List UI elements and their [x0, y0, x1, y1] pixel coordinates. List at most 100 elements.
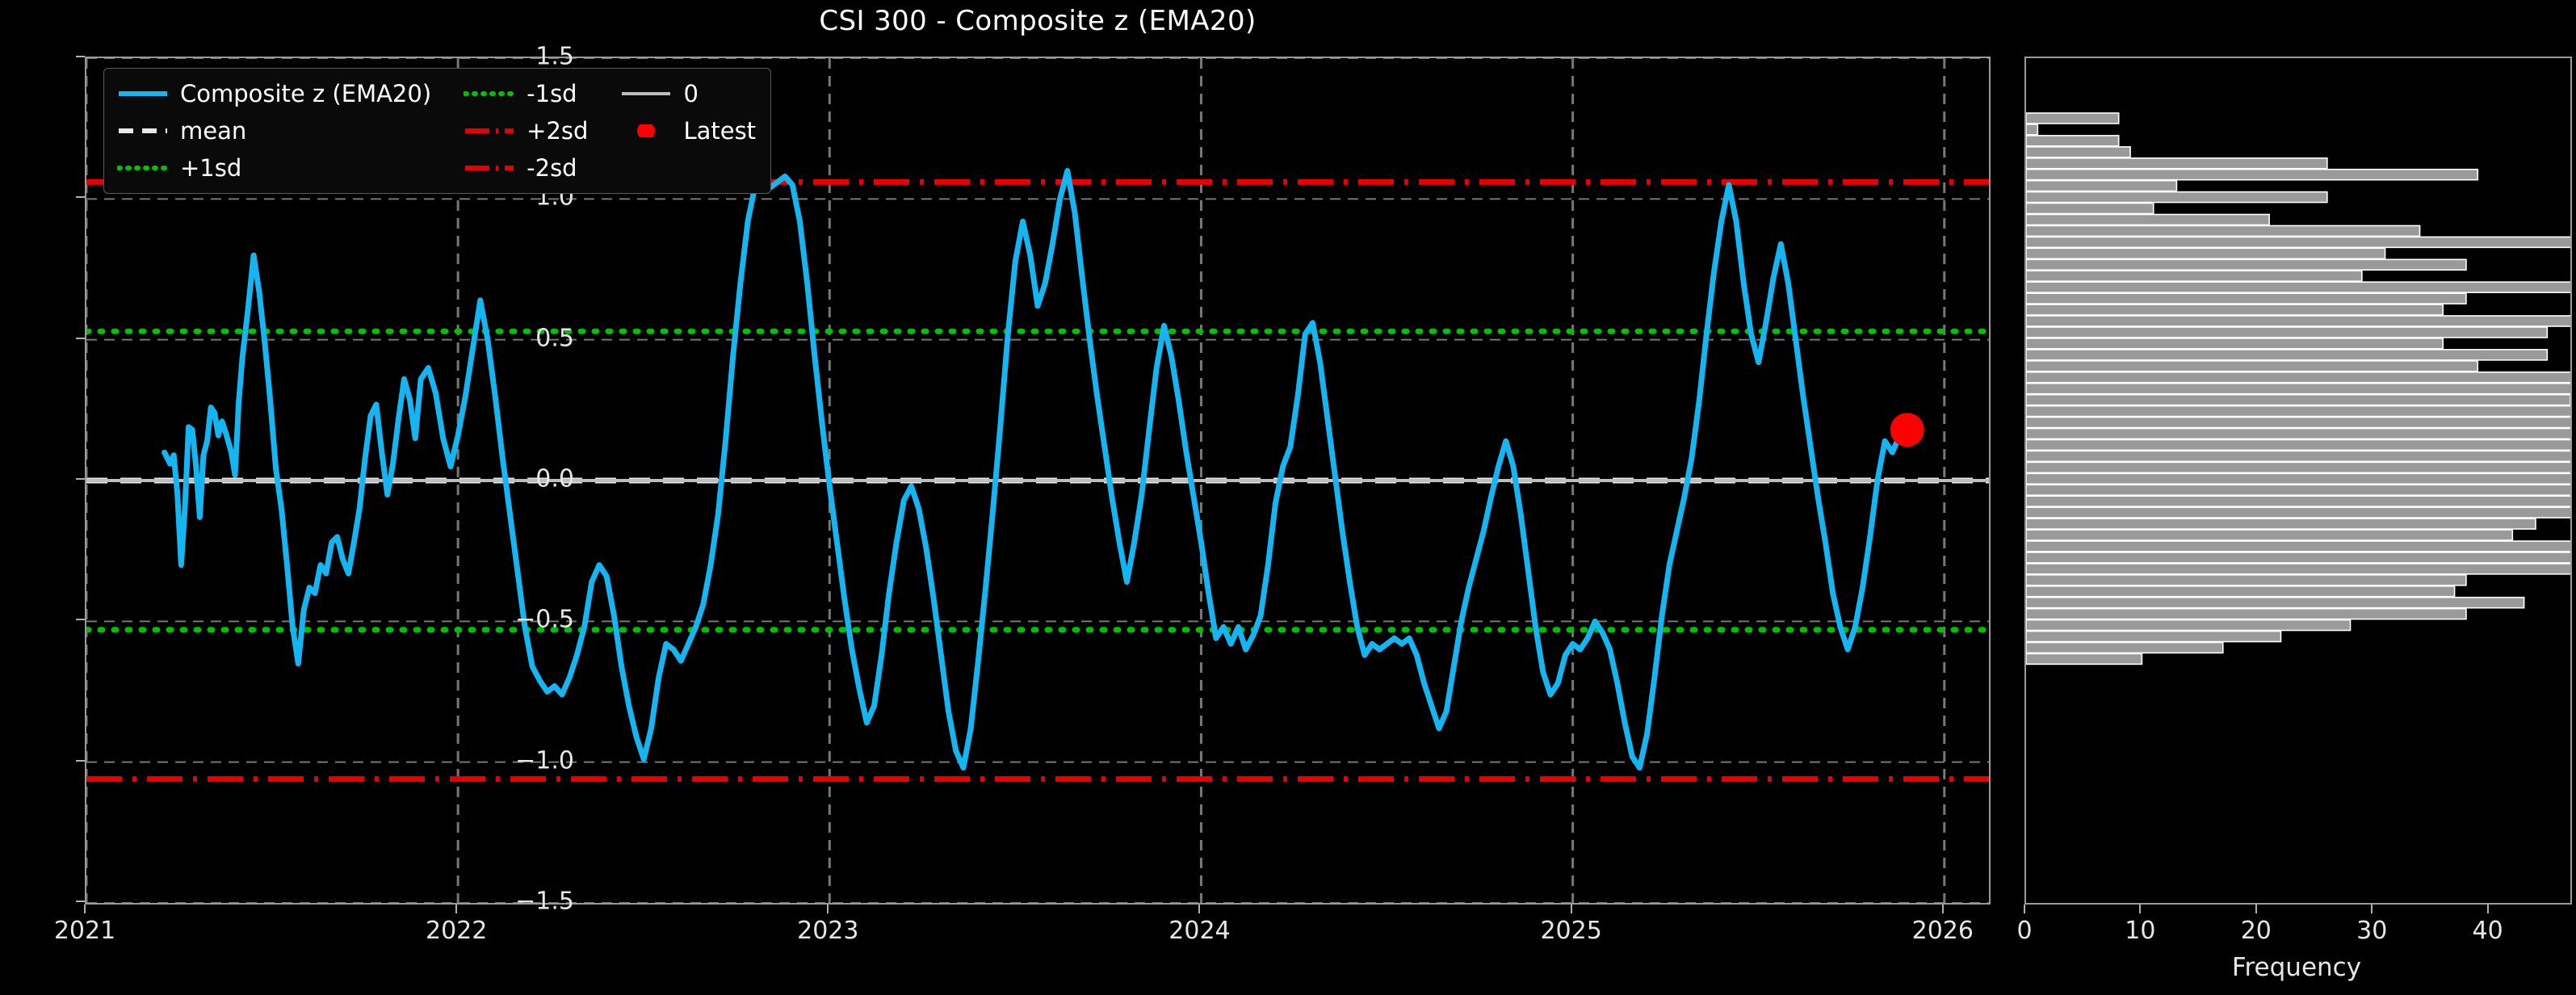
line-dotted-green-icon: [464, 87, 516, 100]
line-dotted-green-icon: [117, 162, 169, 174]
legend-item-plus-1sd[interactable]: +1sd: [117, 153, 431, 183]
line-solid-blue-icon: [117, 87, 169, 100]
histogram-bar: [2026, 168, 2479, 181]
histogram-bar: [2026, 427, 2570, 440]
line-solid-gray-icon: [620, 87, 672, 100]
x-axis-tick-label: 2022: [425, 917, 488, 945]
chart-legend[interactable]: Composite z (EMA20) -1sd 0 mean +2sd: [103, 68, 772, 194]
x-axis-tick-mark: [1198, 905, 1201, 913]
line-dashdot-red-icon: [464, 162, 515, 174]
histogram-bar: [2026, 315, 2570, 327]
histogram-bar: [2026, 484, 2570, 496]
histogram-x-tick-mark: [2139, 905, 2142, 913]
histogram-bar: [2026, 393, 2570, 406]
histogram-axes: [2024, 57, 2572, 905]
y-axis-tick-mark: [76, 901, 85, 902]
x-axis-tick-mark: [1570, 905, 1572, 913]
histogram-bar: [2026, 506, 2570, 518]
histogram-bar: [2026, 258, 2467, 271]
histogram-bar: [2026, 225, 2421, 237]
histogram-x-tick-mark: [2486, 905, 2489, 913]
legend-item-latest[interactable]: Latest: [620, 116, 756, 145]
chart-title: CSI 300 - Composite z (EMA20): [819, 5, 1257, 37]
y-axis-tick-label: −0.5: [515, 605, 574, 634]
histogram-bar: [2026, 607, 2467, 620]
histogram-x-tick-mark: [2371, 905, 2373, 913]
latest-point-marker: [1890, 413, 1924, 447]
histogram-bar: [2026, 326, 2549, 338]
histogram-bar: [2026, 157, 2328, 170]
legend-label-plus-2sd: +2sd: [527, 116, 589, 145]
legend-label-minus-1sd: -1sd: [527, 79, 577, 107]
histogram-bar: [2026, 191, 2328, 204]
histogram-bar: [2026, 461, 2570, 474]
histogram-x-tick-label: 40: [2472, 917, 2503, 945]
legend-label-zero: 0: [683, 79, 699, 107]
x-axis-tick-label: 2025: [1540, 917, 1602, 945]
y-axis-tick-mark: [76, 337, 85, 339]
histogram-bar: [2026, 179, 2178, 192]
histogram-bar: [2026, 573, 2467, 586]
histogram-bar: [2026, 146, 2131, 158]
histogram-bar: [2026, 135, 2120, 147]
histogram-svg: [2026, 112, 2570, 665]
histogram-bar: [2026, 585, 2456, 598]
y-axis-tick-label: 0.5: [535, 324, 574, 353]
x-axis-tick-label: 2024: [1168, 917, 1231, 945]
histogram-x-tick-label: 20: [2240, 917, 2272, 945]
y-axis-tick-label: −1.0: [515, 746, 574, 775]
histogram-bar: [2026, 619, 2352, 632]
histogram-bar: [2026, 552, 2570, 564]
histogram-x-tick-mark: [2024, 905, 2025, 913]
legend-label-plus-1sd: +1sd: [180, 153, 242, 182]
histogram-bar: [2026, 292, 2467, 304]
y-axis-tick-mark: [76, 759, 85, 762]
legend-item-minus-2sd[interactable]: -2sd: [464, 153, 588, 183]
x-axis-tick-mark: [84, 905, 86, 913]
legend-item-minus-1sd[interactable]: -1sd: [464, 79, 588, 108]
histogram-x-axis-label: Frequency: [2231, 953, 2362, 982]
x-axis-tick-label: 2021: [53, 917, 116, 945]
marker-dot-red-icon: [620, 124, 672, 137]
line-dashed-white-icon: [117, 124, 169, 137]
histogram-bar: [2026, 518, 2536, 530]
legend-item-plus-2sd[interactable]: +2sd: [464, 116, 588, 145]
x-axis-tick-mark: [827, 905, 829, 913]
histogram-bar: [2026, 405, 2570, 418]
histogram-bar: [2026, 270, 2363, 282]
x-axis-tick-label: 2023: [797, 917, 859, 945]
y-axis-tick-mark: [76, 196, 85, 199]
histogram-bar: [2026, 641, 2224, 654]
legend-item-zero[interactable]: 0: [620, 79, 756, 108]
line-dashdot-red-icon: [464, 124, 515, 137]
histogram-bar: [2026, 247, 2386, 260]
histogram-x-tick-mark: [2255, 905, 2257, 913]
histogram-bar: [2026, 653, 2143, 665]
histogram-bar: [2026, 112, 2120, 124]
y-axis-tick-mark: [76, 56, 85, 57]
y-axis-tick-label: 0.0: [535, 464, 574, 493]
legend-label-latest: Latest: [683, 116, 757, 145]
histogram-bar: [2026, 472, 2570, 485]
histogram-bar: [2026, 213, 2270, 226]
histogram-bar: [2026, 371, 2570, 384]
histogram-x-tick-label: 30: [2356, 917, 2388, 945]
x-axis-tick-mark: [1941, 905, 1944, 913]
histogram-x-tick-label: 0: [2016, 917, 2033, 945]
x-axis-tick-label: 2026: [1911, 917, 1974, 945]
histogram-bar: [2026, 281, 2570, 293]
legend-spacer: [620, 153, 756, 183]
histogram-bar: [2026, 416, 2570, 429]
histogram-bar: [2026, 338, 2444, 350]
histogram-bar: [2026, 495, 2570, 507]
y-axis-tick-mark: [76, 619, 85, 621]
legend-item-composite-z[interactable]: Composite z (EMA20): [117, 79, 431, 108]
legend-item-mean[interactable]: mean: [117, 116, 431, 145]
legend-label-composite-z: Composite z (EMA20): [180, 79, 432, 107]
histogram-bar: [2026, 450, 2570, 463]
histogram-bar: [2026, 529, 2514, 541]
histogram-bar: [2026, 349, 2549, 361]
x-axis-tick-mark: [455, 905, 458, 913]
histogram-bar: [2026, 236, 2570, 249]
series-line-composite-z: [162, 167, 1911, 771]
